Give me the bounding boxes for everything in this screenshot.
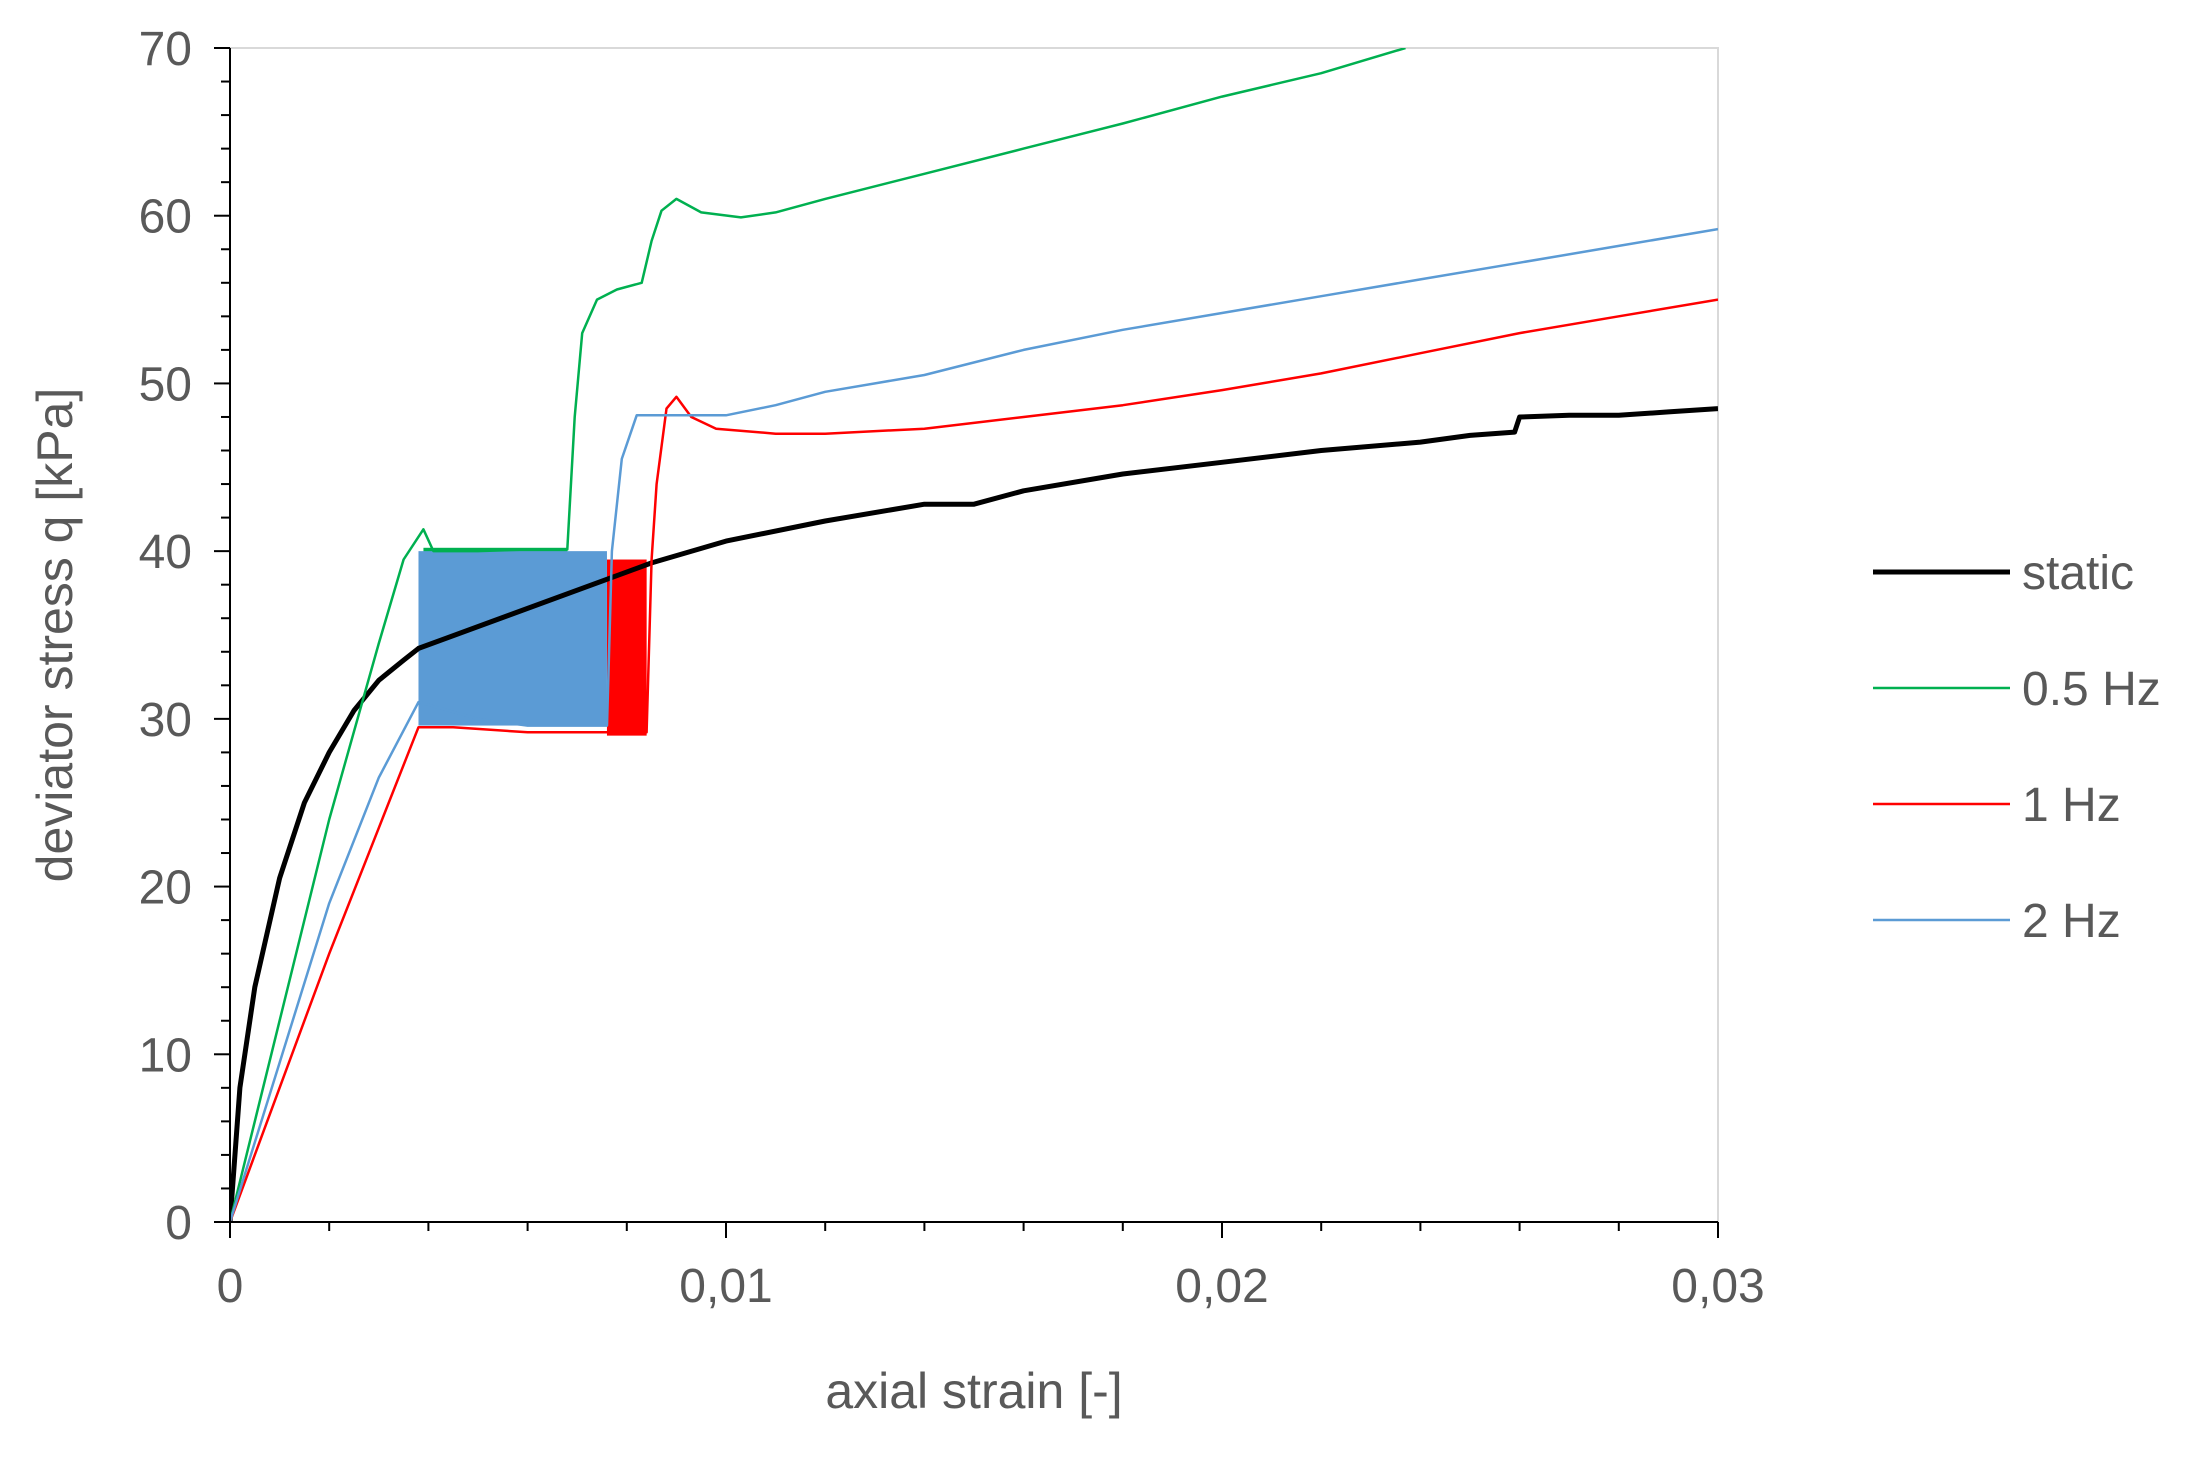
axes: 0 10 20 30 40 50 60 70 0 0,01 0,02 0,03 bbox=[139, 23, 1765, 1313]
y-tick-label: 30 bbox=[139, 694, 192, 747]
y-tick-label: 70 bbox=[139, 23, 192, 76]
y-axis-label: deviator stress q [kPa] bbox=[27, 388, 83, 883]
legend: static 0.5 Hz 1 Hz 2 Hz bbox=[1873, 547, 2161, 948]
y-tick-label: 40 bbox=[139, 526, 192, 579]
series-line-static bbox=[230, 406, 1718, 1222]
legend-label-1-hz: 1 Hz bbox=[2022, 779, 2121, 832]
x-tick-label: 0,01 bbox=[679, 1260, 772, 1313]
y-tick-label: 60 bbox=[139, 191, 192, 244]
series-line-1-hz bbox=[230, 298, 1718, 1222]
series-line-0-5-hz bbox=[230, 48, 1406, 1222]
series-line-2-hz bbox=[230, 227, 1718, 1222]
series-lines bbox=[230, 48, 1718, 1222]
cyclic-block-1-hz bbox=[606, 559, 647, 736]
legend-label-0-5-hz: 0.5 Hz bbox=[2022, 663, 2161, 716]
x-axis-label: axial strain [-] bbox=[825, 1363, 1122, 1419]
y-tick-label: 50 bbox=[139, 358, 192, 411]
y-tick-label: 20 bbox=[139, 862, 192, 915]
cyclic-blocks bbox=[418, 547, 647, 736]
x-tick-label: 0,03 bbox=[1671, 1260, 1764, 1313]
y-tick-label: 0 bbox=[165, 1197, 192, 1250]
x-tick-label: 0 bbox=[217, 1260, 244, 1313]
legend-label-static: static bbox=[2022, 547, 2134, 600]
y-tick-label: 10 bbox=[139, 1029, 192, 1082]
x-tick-label: 0,02 bbox=[1175, 1260, 1268, 1313]
legend-label-2-hz: 2 Hz bbox=[2022, 895, 2121, 948]
